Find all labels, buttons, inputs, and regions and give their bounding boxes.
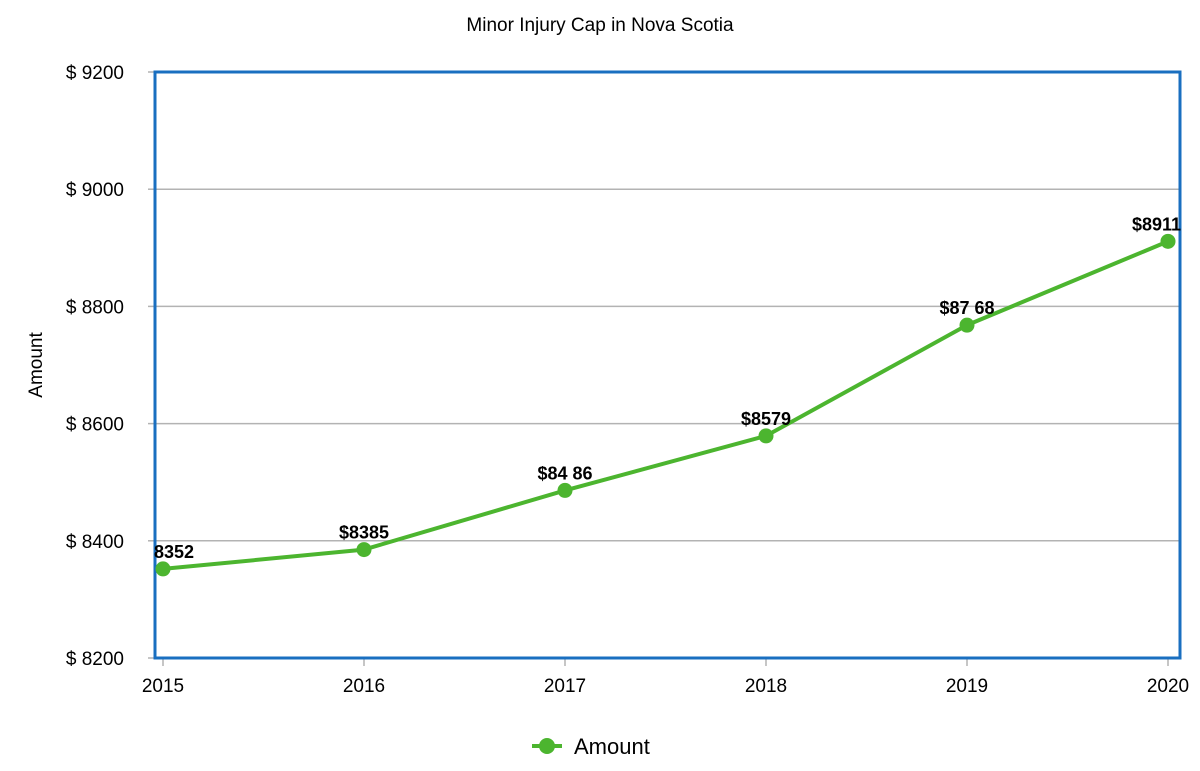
data-label: 8352 <box>154 542 194 562</box>
x-tick-label: 2017 <box>544 676 586 697</box>
y-tick-label: $ 9000 <box>66 180 124 201</box>
data-point <box>356 542 372 558</box>
legend-label-amount: Amount <box>574 734 650 759</box>
plot-frame <box>153 70 1182 660</box>
y-tick-label: $ 8400 <box>66 532 124 553</box>
chart-title: Minor Injury Cap in Nova Scotia <box>466 15 734 36</box>
data-label: $8579 <box>741 409 791 429</box>
legend[interactable]: Amount <box>532 734 650 759</box>
y-tick-label: $ 8800 <box>66 297 124 318</box>
x-tick-label: 2018 <box>745 676 787 697</box>
data-label: $8385 <box>339 523 389 543</box>
data-label: $87 68 <box>939 298 994 318</box>
series-amount <box>155 233 1176 577</box>
data-point <box>758 428 774 444</box>
series-line <box>162 239 1169 571</box>
x-tick-label: 2015 <box>142 676 184 697</box>
data-label: $8911 <box>1132 214 1181 234</box>
legend-dot-marker <box>539 738 555 754</box>
data-point <box>1160 233 1176 249</box>
x-tick-label: 2020 <box>1147 676 1189 697</box>
gridlines <box>155 71 1180 659</box>
y-tick-label: $ 8600 <box>66 415 124 436</box>
data-point <box>155 561 171 577</box>
y-axis-title: Amount <box>26 332 47 398</box>
x-tick-label: 2016 <box>343 676 385 697</box>
data-point <box>959 317 975 333</box>
data-point <box>557 482 573 498</box>
y-tick-label: $ 9200 <box>66 63 124 84</box>
data-labels: 8352 $8385 $84 86 $8579 $87 68 $8911 <box>154 214 1181 562</box>
data-label: $84 86 <box>537 463 592 483</box>
x-tick-label: 2019 <box>946 676 988 697</box>
y-tick-label: $ 8200 <box>66 649 124 670</box>
axes: $ 8200 $ 8400 $ 8600 $ 8800 $ 9000 $ 9200 2015… <box>66 63 1189 697</box>
